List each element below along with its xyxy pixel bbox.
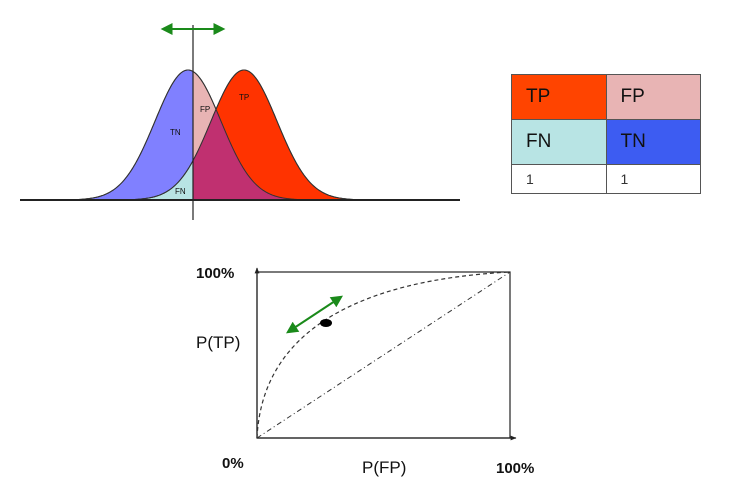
table-row: TP FP xyxy=(511,74,701,120)
distribution-diagram: TN FP TP FN xyxy=(20,23,460,220)
cell-count-left: 1 xyxy=(511,164,607,194)
roc-x-axis-label: P(FP) xyxy=(362,458,406,477)
roc-frame xyxy=(256,271,511,439)
operating-point-arrow xyxy=(285,295,344,334)
roc-origin-label: 0% xyxy=(222,455,244,472)
tn-curve-outline xyxy=(40,69,340,201)
cell-fn: FN xyxy=(511,119,607,165)
cell-tn: TN xyxy=(605,119,701,165)
fn-label: FN xyxy=(175,187,186,196)
confusion-matrix-table: TP FP FN TN 1 1 xyxy=(511,74,701,194)
cell-fp: FP xyxy=(605,74,701,120)
table-row: 1 1 xyxy=(511,164,701,194)
tp-label: TP xyxy=(239,93,249,102)
roc-diagonal xyxy=(256,271,511,439)
roc-y-top-label: 100% xyxy=(196,265,234,282)
cell-count-right: 1 xyxy=(605,164,701,194)
tn-label: TN xyxy=(170,128,181,137)
overlap-region xyxy=(193,109,340,200)
table-row: FN TN xyxy=(511,119,701,165)
operating-point xyxy=(320,319,332,327)
roc-curve xyxy=(256,271,511,439)
roc-y-axis-label: P(TP) xyxy=(196,333,240,352)
cell-tp: TP xyxy=(511,74,607,120)
roc-x-right-label: 100% xyxy=(496,460,534,477)
fp-label: FP xyxy=(200,105,210,114)
